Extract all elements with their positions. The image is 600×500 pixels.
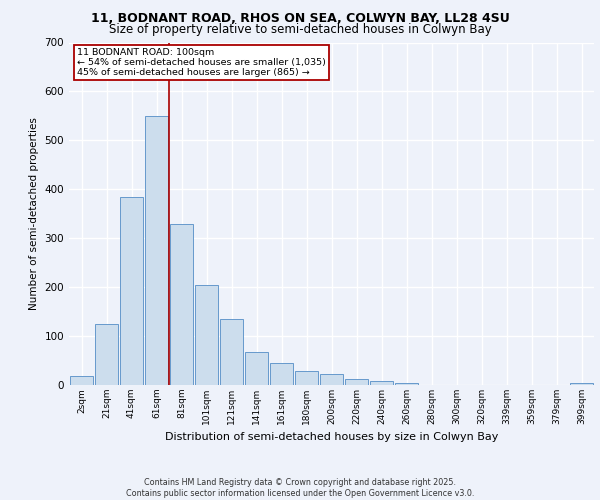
Bar bbox=[195, 284, 218, 385]
Bar bbox=[295, 372, 318, 385]
Y-axis label: Number of semi-detached properties: Number of semi-detached properties bbox=[29, 118, 39, 310]
Bar bbox=[370, 381, 393, 385]
Bar bbox=[145, 116, 168, 385]
Bar bbox=[220, 319, 243, 385]
Bar bbox=[395, 382, 418, 385]
Text: 11, BODNANT ROAD, RHOS ON SEA, COLWYN BAY, LL28 4SU: 11, BODNANT ROAD, RHOS ON SEA, COLWYN BA… bbox=[91, 12, 509, 26]
Bar bbox=[120, 196, 143, 385]
Bar bbox=[345, 378, 368, 385]
Bar bbox=[170, 224, 193, 385]
Text: Contains HM Land Registry data © Crown copyright and database right 2025.
Contai: Contains HM Land Registry data © Crown c… bbox=[126, 478, 474, 498]
Bar bbox=[70, 376, 93, 385]
Bar bbox=[245, 352, 268, 385]
X-axis label: Distribution of semi-detached houses by size in Colwyn Bay: Distribution of semi-detached houses by … bbox=[165, 432, 498, 442]
Bar bbox=[270, 363, 293, 385]
Bar bbox=[320, 374, 343, 385]
Text: 11 BODNANT ROAD: 100sqm
← 54% of semi-detached houses are smaller (1,035)
45% of: 11 BODNANT ROAD: 100sqm ← 54% of semi-de… bbox=[77, 48, 326, 78]
Bar bbox=[570, 383, 593, 385]
Bar bbox=[95, 324, 118, 385]
Text: Size of property relative to semi-detached houses in Colwyn Bay: Size of property relative to semi-detach… bbox=[109, 24, 491, 36]
